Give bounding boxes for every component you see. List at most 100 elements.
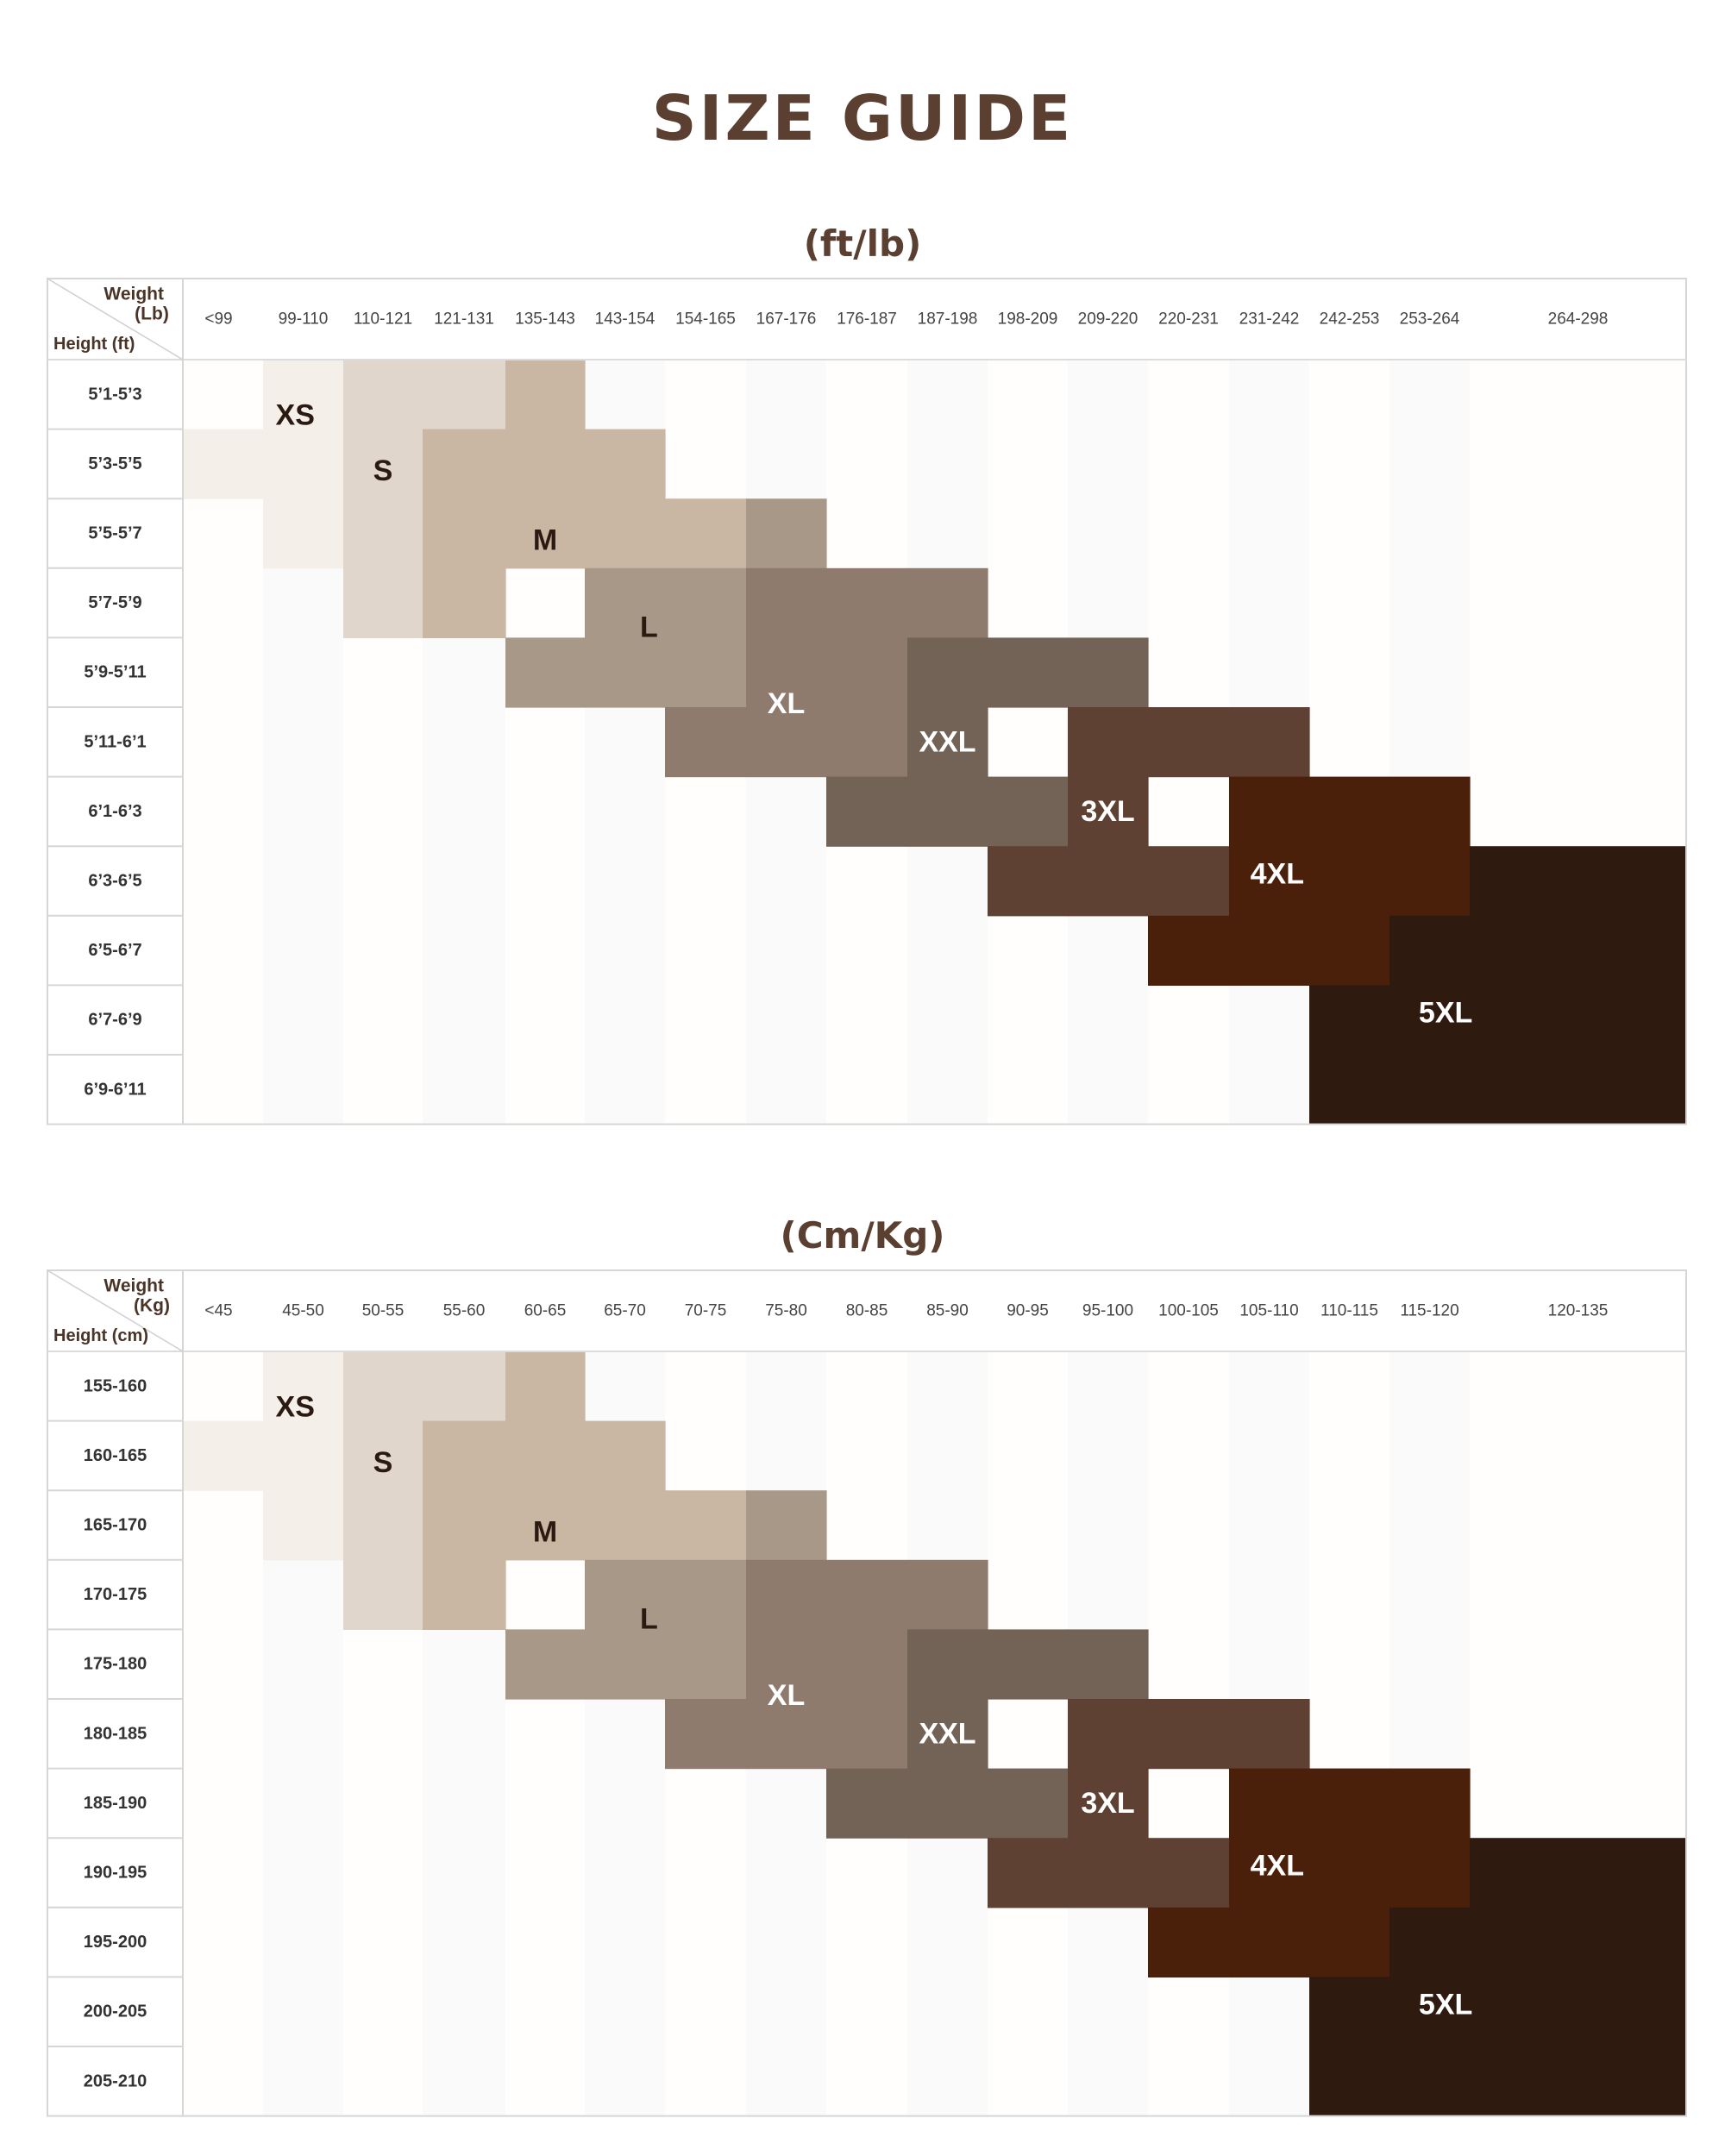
size-cell-m [585,498,666,569]
size-cell-m [665,1490,747,1561]
column-header: 99-110 [279,310,329,329]
size-label-3xl: 3XL [1081,1787,1134,1820]
column-header: 45-50 [282,1302,324,1320]
column-header: 85-90 [926,1302,969,1320]
size-cell-xl [746,637,827,708]
row-header: 185-190 [84,1794,147,1813]
size-cell-5xl [1470,2046,1687,2117]
size-cell-5xl [1389,1907,1471,1977]
size-cell-4xl [1389,1768,1471,1839]
corner-weight-unit: (Lb) [135,304,169,324]
row-header: 180-185 [84,1724,147,1743]
size-cell-xxl [988,1629,1069,1700]
size-cell-4xl [1229,1838,1310,1908]
size-cell-xxl [907,1699,988,1770]
size-cell-l [665,567,747,638]
size-label-xl: XL [768,687,805,720]
column-header: 50-55 [362,1302,405,1320]
size-cell-m [423,1490,506,1561]
size-cell-4xl [1229,915,1310,986]
size-label-3xl: 3XL [1081,795,1134,828]
size-cell-xl [746,1699,827,1770]
size-label-l: L [640,611,658,643]
column-header: 65-70 [604,1302,646,1320]
column-header: 121-131 [434,310,494,329]
corner-diagonal [47,1269,184,1352]
size-cell-4xl [1389,846,1471,917]
column-header: 75-80 [765,1302,807,1320]
size-cell-xl [746,707,827,778]
column-header: <45 [204,1302,232,1320]
size-cell-xs [263,1490,344,1561]
column-header: 70-75 [685,1302,727,1320]
row-header: 175-180 [84,1655,147,1674]
corner-weight-label: Weight [104,285,164,304]
corner-weight-label: Weight [104,1276,164,1296]
size-cell-5xl [1470,1055,1687,1125]
row-header: 6’5-6’7 [88,941,141,960]
size-cell-s [343,1490,423,1561]
size-cell-m [423,567,506,638]
size-cell-xl [665,707,747,778]
size-cell-4xl [1148,1907,1230,1977]
size-cell-3xl [1148,707,1230,778]
size-cell-l [505,1629,586,1700]
size-cell-3xl [1068,776,1149,847]
size-cell-m [505,1490,586,1561]
size-cell-m [505,1420,586,1491]
size-cell-xs [263,498,344,569]
size-cell-s [343,360,423,430]
size-cell-3xl [1068,1768,1149,1839]
size-cell-xs [263,429,344,499]
size-label-4xl: 4XL [1251,857,1304,890]
column-header: 60-65 [524,1302,567,1320]
size-cell-3xl [1148,1838,1230,1908]
column-header: 120-135 [1548,1302,1609,1320]
size-cell-3xl [1229,707,1310,778]
size-cell-4xl [1309,1907,1390,1977]
size-cell-3xl [1148,1699,1230,1770]
size-cell-4xl [1309,846,1390,917]
row-header: 5’11-6’1 [84,732,146,751]
size-cell-xl [746,1629,827,1700]
size-cell-xxl [907,776,988,847]
size-cell-m [505,498,586,569]
column-header: 264-298 [1548,310,1609,329]
column-header: 176-187 [837,310,897,329]
column-header: 220-231 [1158,310,1219,329]
size-cell-xl [826,707,908,778]
size-cell-xs [183,429,264,499]
column-header: 80-85 [846,1302,888,1320]
column-header: 105-110 [1239,1302,1298,1320]
size-cell-l [585,1629,666,1700]
size-cell-xl [665,1699,747,1770]
size-table-1: XS S M L XL XXL 3XL 4XL 5XL Weight(Kg) Height (cm)… [47,1269,1687,2117]
row-header: 5’3-5’5 [88,454,141,473]
size-cell-4xl [1389,1838,1471,1908]
size-cell-m [585,1490,666,1561]
size-cell-3xl [1068,707,1149,778]
size-cell-m [423,1559,506,1630]
size-cell-l [746,1490,827,1561]
size-label-s: S [373,1446,393,1479]
size-cell-s [343,567,423,638]
size-cell-m [505,429,586,499]
size-cell-5xl [1309,1055,1390,1125]
size-cell-xl [826,567,908,638]
size-cell-xxl [1068,1629,1149,1700]
size-cell-4xl [1229,776,1310,847]
column-header: 187-198 [918,310,978,329]
size-cell-5xl [1389,1977,1471,2047]
column-header: 115-120 [1400,1302,1458,1320]
column-header: 242-253 [1320,310,1380,329]
size-cell-s [343,1351,423,1422]
size-cell-l [585,637,666,708]
row-header: 200-205 [84,2002,147,2021]
size-cell-3xl [988,846,1069,917]
row-header: 6’9-6’11 [84,1080,146,1099]
size-cell-m [423,1420,506,1491]
size-cell-s [423,360,506,430]
row-header: 5’9-5’11 [84,663,146,682]
size-cell-s [343,498,423,569]
